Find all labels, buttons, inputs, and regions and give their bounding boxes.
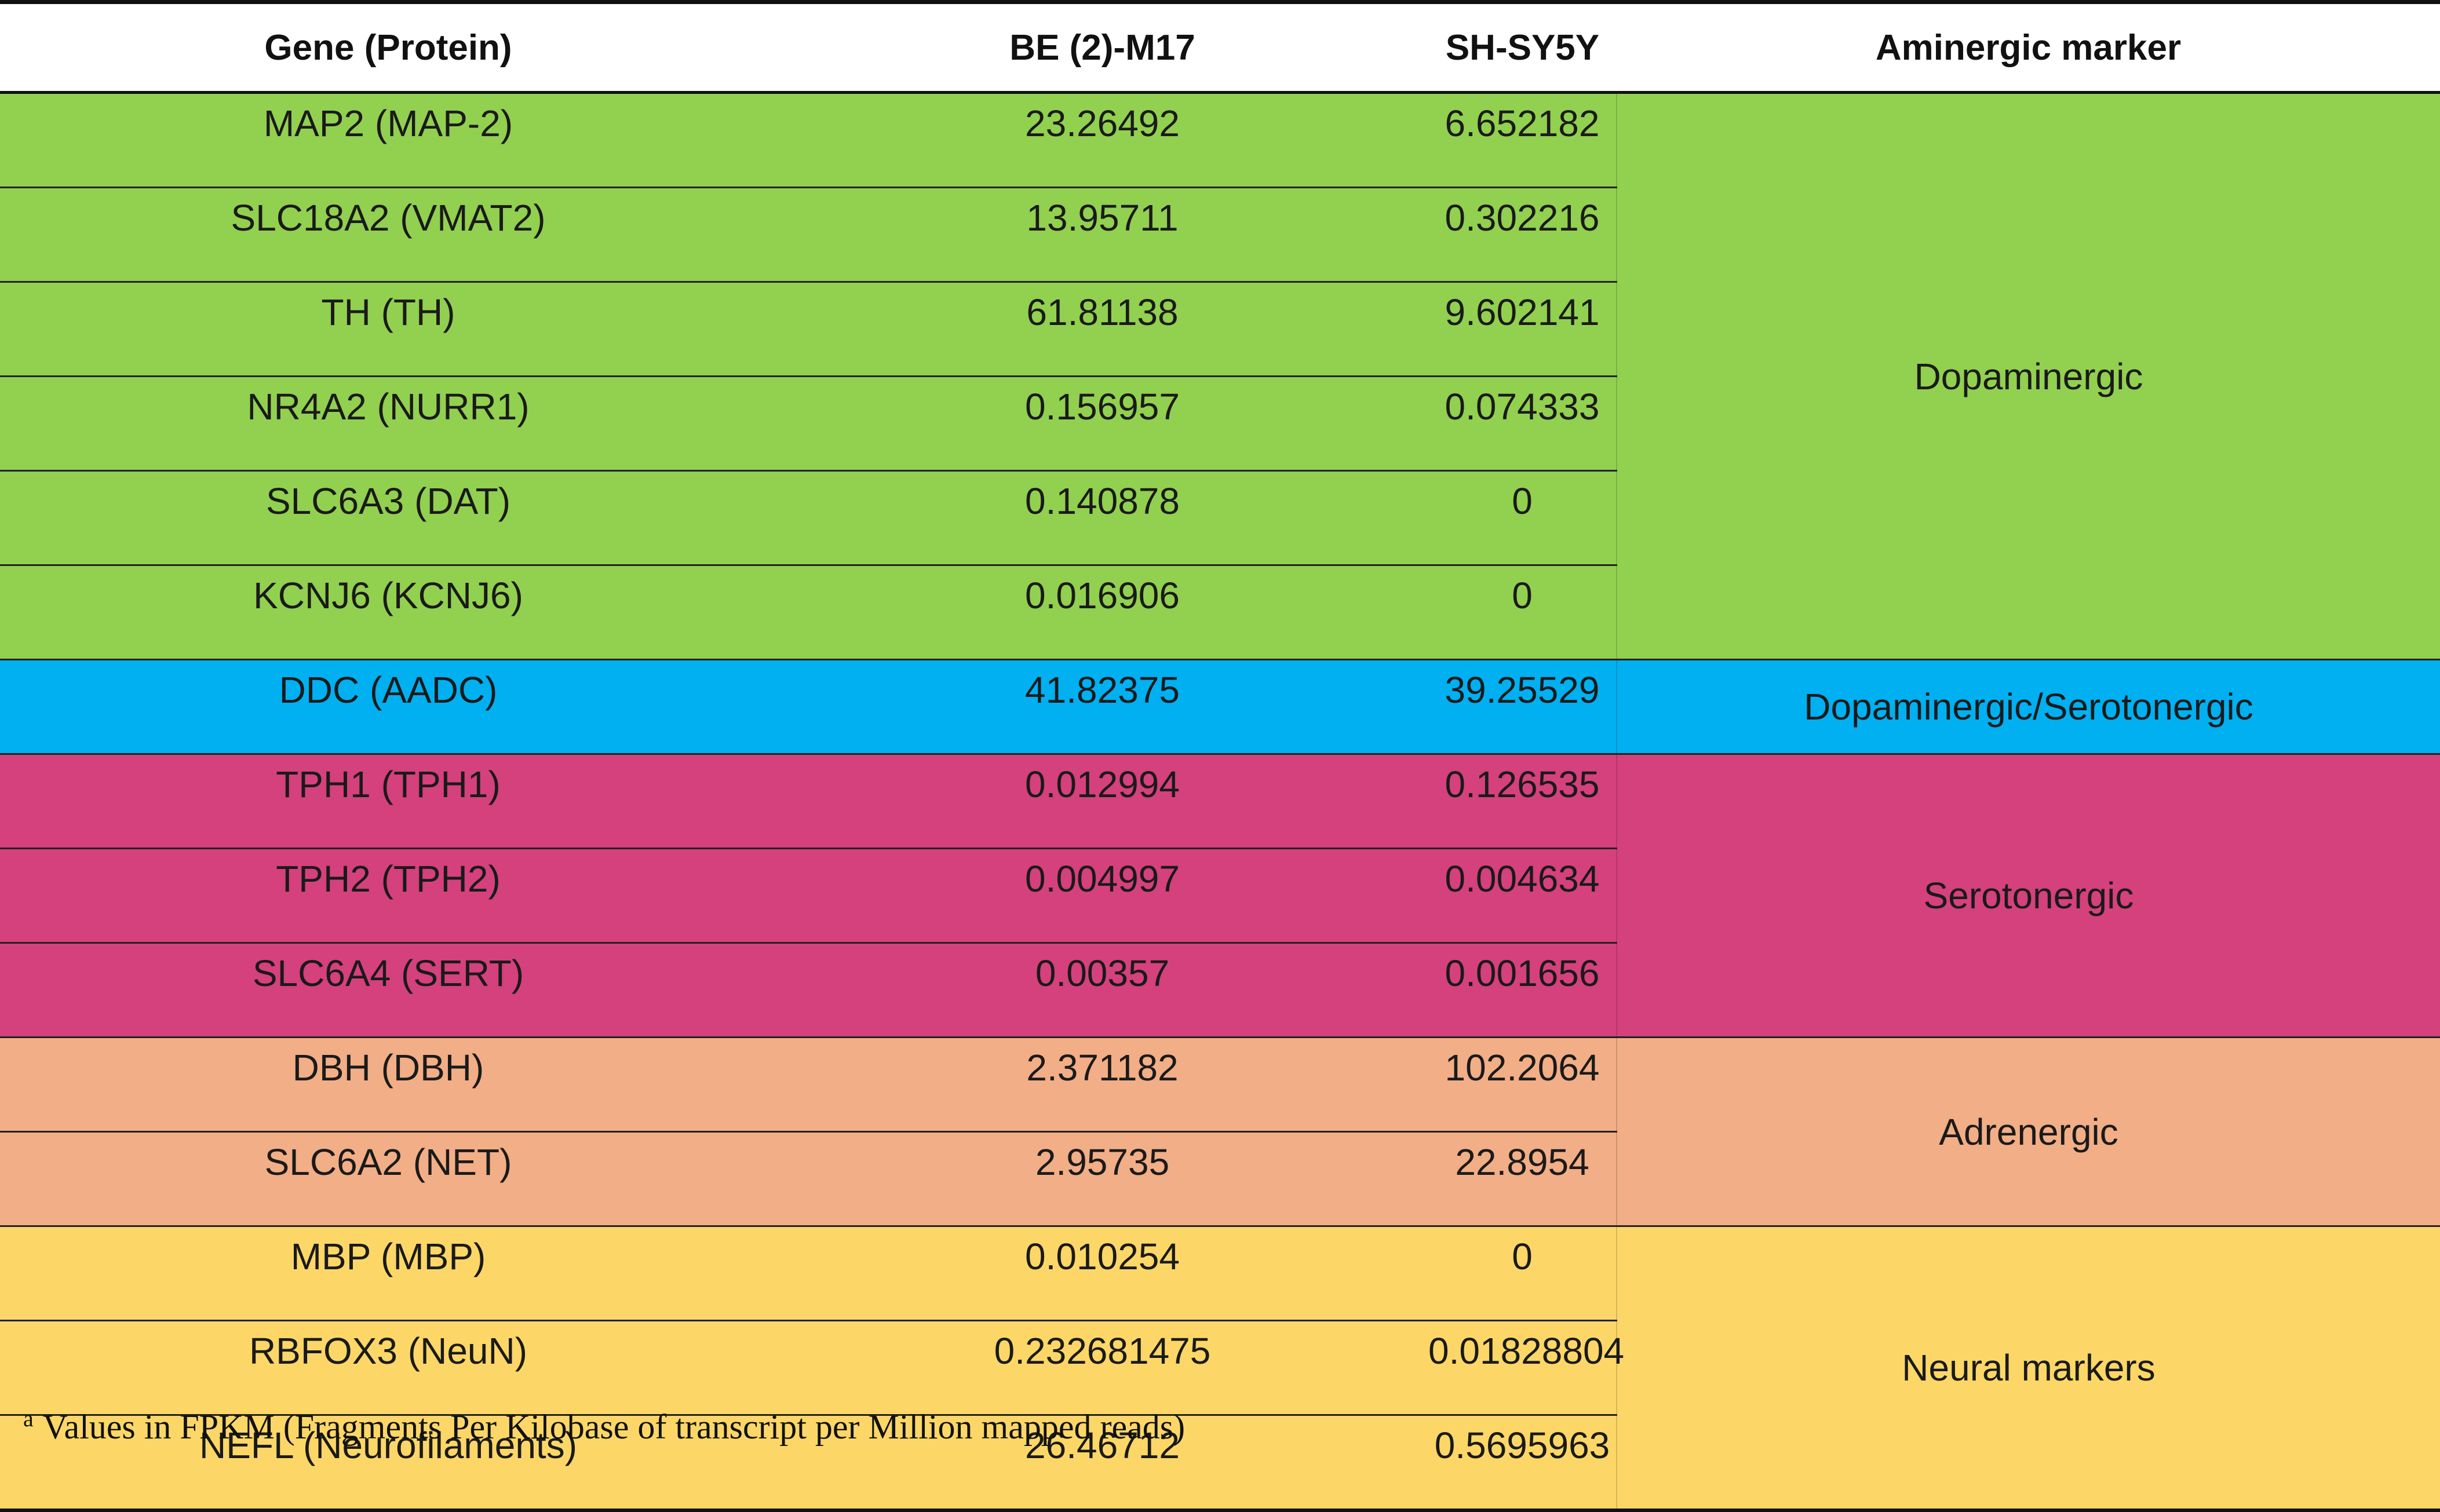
cell-gene-protein: DBH (DBH) [0,1036,776,1132]
cell-be2-m17: 0.016906 [776,564,1428,660]
cell-gene-protein: NR4A2 (NURR1) [0,375,776,471]
cell-gene-protein: SLC6A3 (DAT) [0,470,776,565]
cell-sh-sy5y: 22.8954 [1428,1131,1617,1226]
cell-sh-sy5y: 0.001656 [1428,942,1617,1038]
cell-be2-m17: 2.371182 [776,1036,1428,1132]
table-row: RBFOX3 (NeuN) 0.232681475 0.01828804 [0,1320,2440,1415]
cell-gene-protein: MBP (MBP) [0,1225,776,1321]
cell-gene-protein: SLC6A4 (SERT) [0,942,776,1038]
cell-be2-m17: 0.156957 [776,375,1428,471]
cell-aminergic-marker: Dopaminergic [1616,92,2440,660]
header-aminergic-marker: Aminergic marker [1617,0,2440,94]
cell-be2-m17: 0.004997 [776,848,1428,943]
cell-be2-m17: 0.012994 [776,753,1428,849]
cell-sh-sy5y: 0 [1428,470,1617,565]
table-row: DBH (DBH) 2.371182 102.2064 Adrenergic [0,1036,2440,1226]
cell-sh-sy5y: 0.074333 [1428,375,1617,471]
cell-be2-m17: 0.00357 [776,942,1428,1038]
header-sh-sy5y: SH-SY5Y [1428,0,1617,94]
footnote-mark: a [23,1405,34,1431]
cell-be2-m17: 23.26492 [776,92,1428,188]
cell-gene-protein: KCNJ6 (KCNJ6) [0,564,776,660]
cell-gene-protein: MAP2 (MAP-2) [0,92,776,188]
cell-sh-sy5y: 6.652182 [1428,92,1617,188]
cell-be2-m17: 61.81138 [776,281,1428,377]
cell-sh-sy5y: 0 [1428,1225,1617,1321]
cell-sh-sy5y: 0 [1428,564,1617,660]
cell-aminergic-marker: Dopaminergic/Serotonergic [1616,659,2440,754]
header-gene-protein: Gene (Protein) [0,0,776,94]
cell-gene-protein: SLC6A2 (NET) [0,1131,776,1226]
cell-be2-m17: 13.95711 [776,187,1428,282]
footnote: a Values in FPKM (Fragments Per Kilobase … [23,1405,1185,1447]
cell-gene-protein: TH (TH) [0,281,776,377]
cell-sh-sy5y: 0.126535 [1428,753,1617,849]
cell-sh-sy5y: 102.2064 [1428,1036,1617,1132]
cell-sh-sy5y: 9.602141 [1428,281,1617,377]
cell-aminergic-marker: Adrenergic [1616,1036,2440,1226]
cell-sh-sy5y: 39.25529 [1428,659,1617,754]
cell-be2-m17: 0.232681475 [776,1320,1428,1415]
cell-gene-protein: DDC (AADC) [0,659,776,754]
cell-gene-protein: RBFOX3 (NeuN) [0,1320,776,1415]
cell-sh-sy5y: 0.302216 [1428,187,1617,282]
table-body: MAP2 (MAP-2) 23.26492 6.652182 Dopaminergic… [0,92,2440,1512]
cell-be2-m17: 0.010254 [776,1225,1428,1321]
cell-be2-m17: 0.140878 [776,470,1428,565]
cell-gene-protein: SLC18A2 (VMAT2) [0,187,776,282]
cell-aminergic-marker: Serotonergic [1616,753,2440,1038]
cell-aminergic-marker: Neural markers [1616,1225,2440,1512]
table-row: MAP2 (MAP-2) 23.26492 6.652182 Dopaminergic [0,92,2440,660]
cell-sh-sy5y: 0.004634 [1428,848,1617,943]
table-row: MBP (MBP) 0.010254 0 Neural markers [0,1225,2440,1512]
table-row: TPH1 (TPH1) 0.012994 0.126535 Serotonergic [0,753,2440,1038]
header-be2-m17: BE (2)-M17 [776,0,1428,94]
footnote-text: Values in FPKM (Fragments Per Kilobase o… [42,1408,1186,1446]
cell-be2-m17: 41.82375 [776,659,1428,754]
cell-gene-protein: TPH2 (TPH2) [0,848,776,943]
header-row: Gene (Protein) BE (2)-M17 SH-SY5Y Aminer… [0,0,2440,94]
cell-gene-protein: TPH1 (TPH1) [0,753,776,849]
table-row: DDC (AADC) 41.82375 39.25529 Dopaminergic/S… [0,659,2440,754]
cell-be2-m17: 2.95735 [776,1131,1428,1226]
cell-sh-sy5y: 0.01828804 [1428,1320,1624,1415]
cell-sh-sy5y: 0.5695963 [1428,1414,1617,1512]
